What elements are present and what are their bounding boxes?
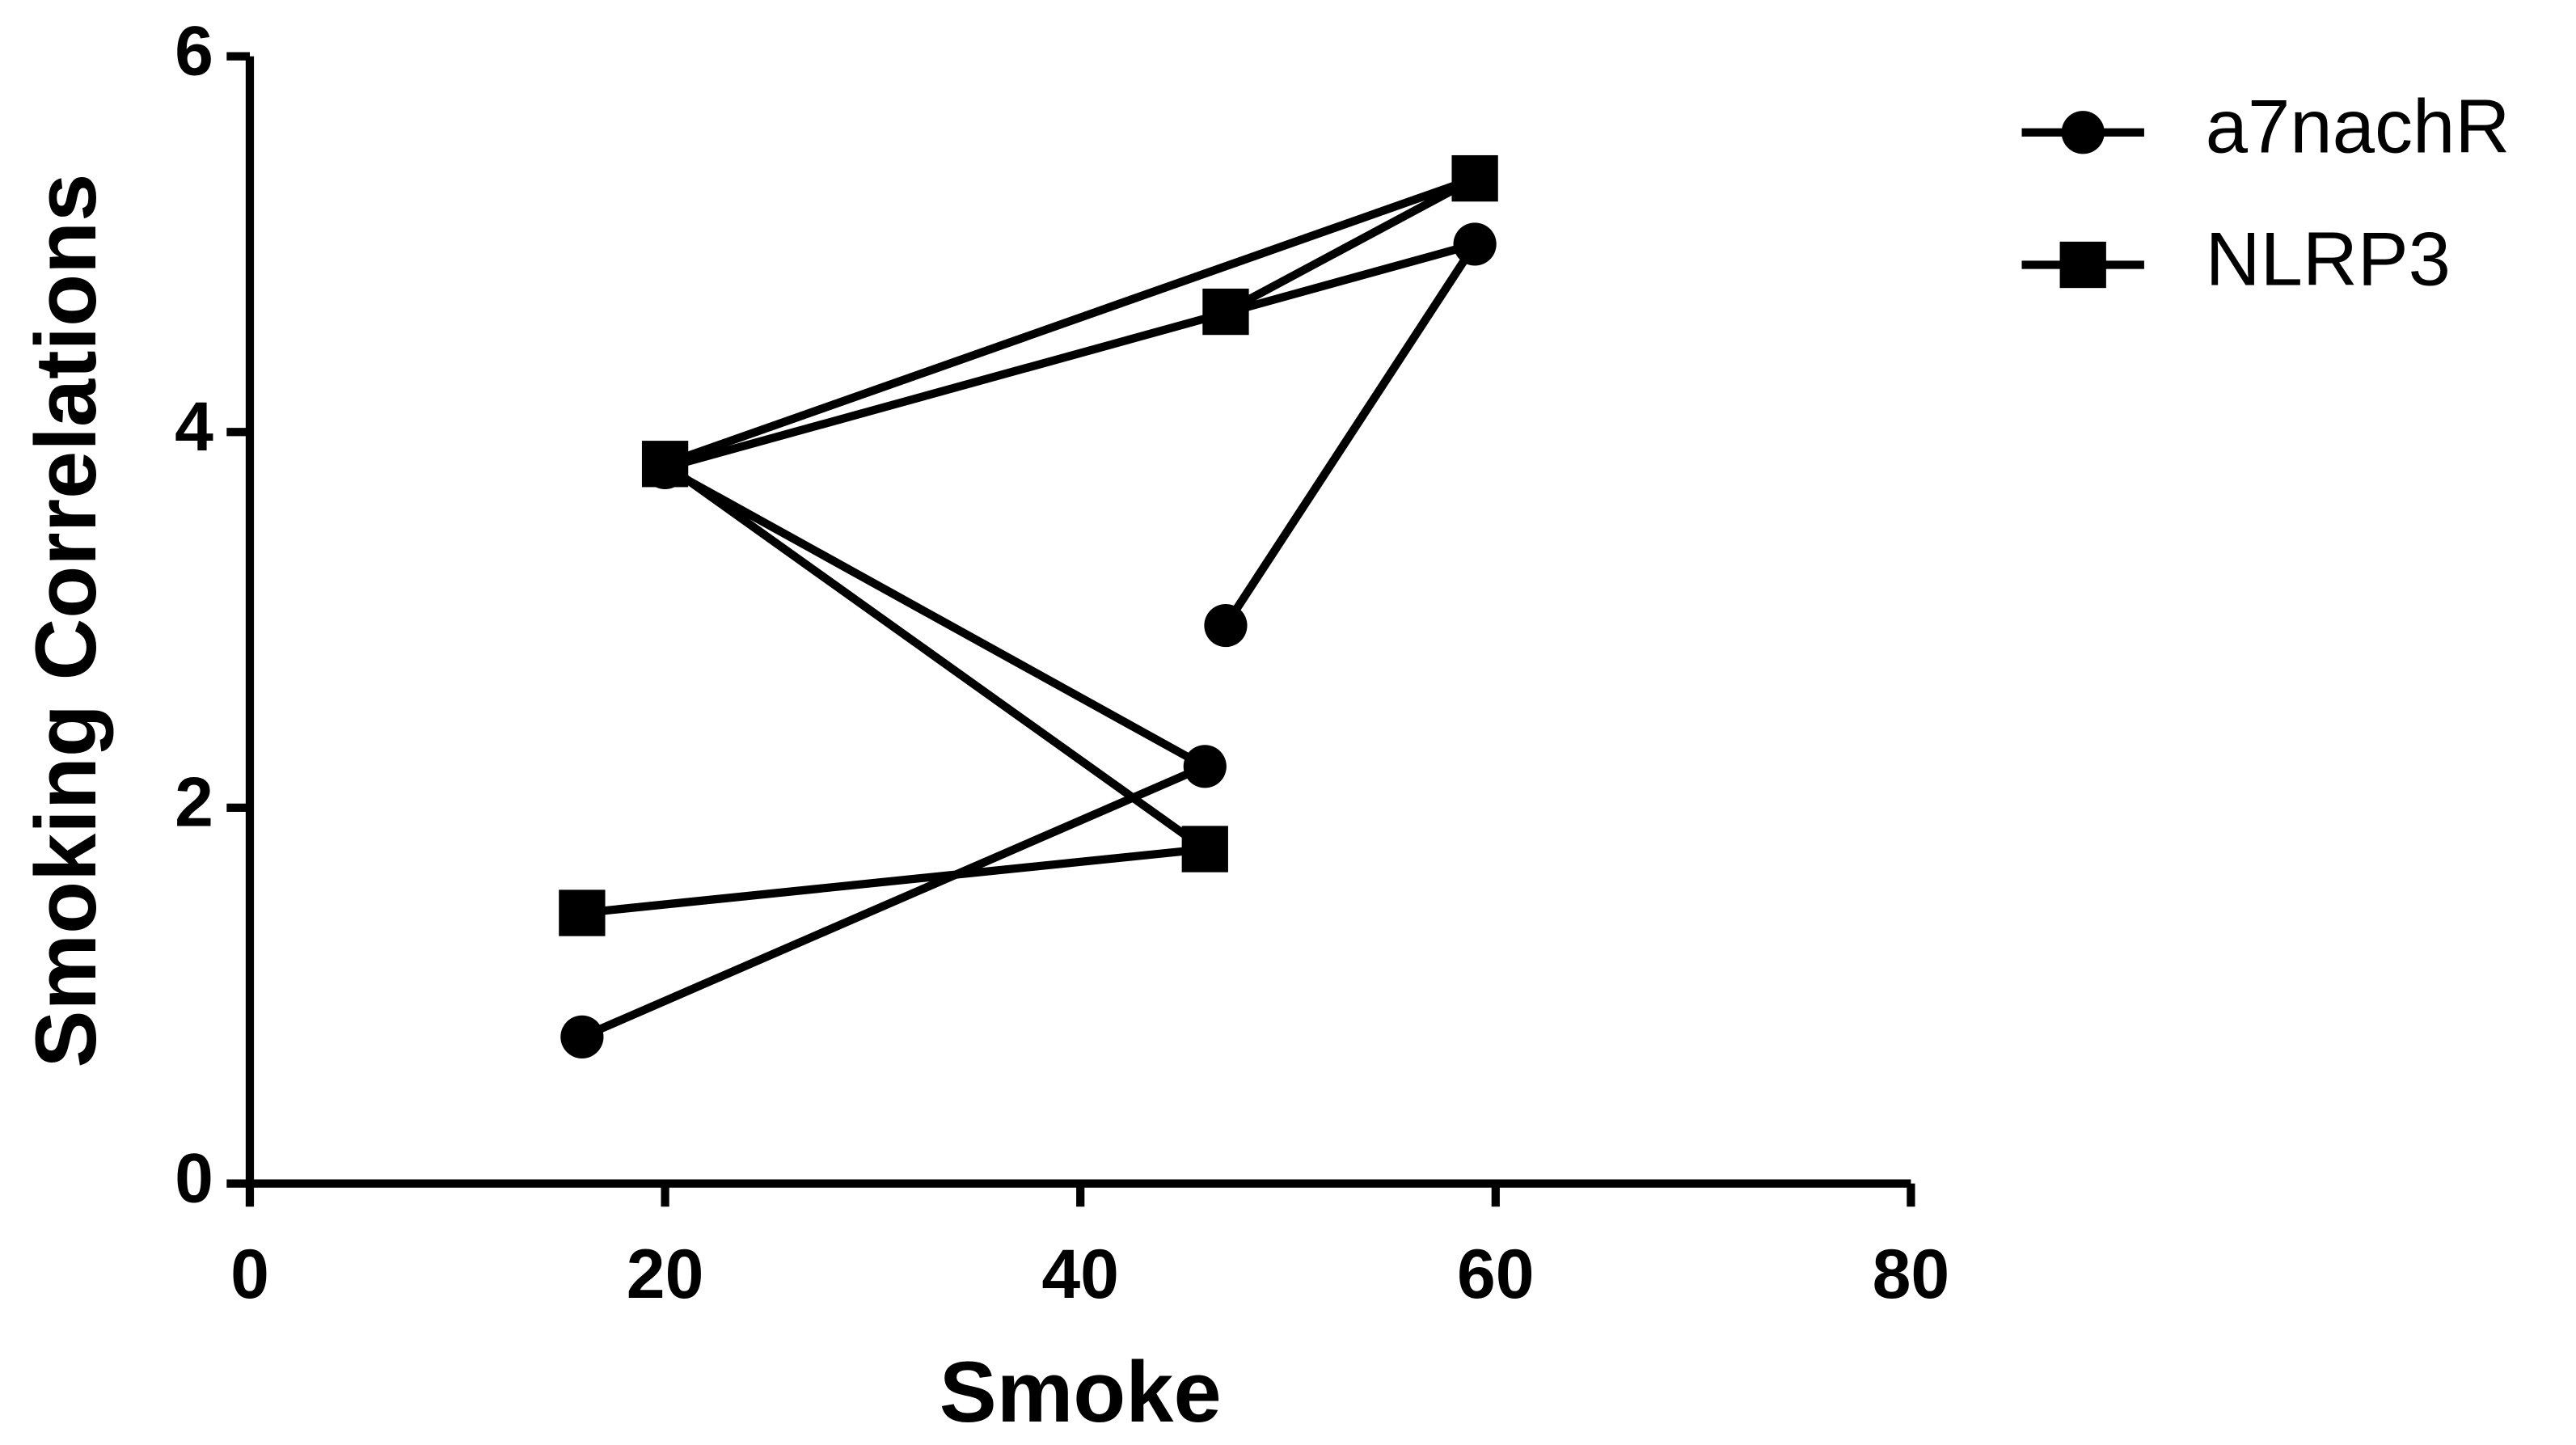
series-line	[580, 239, 1480, 1041]
x-tick-label: 60	[1457, 1236, 1535, 1313]
marker	[1204, 603, 1248, 648]
y-tick-label: 2	[175, 764, 213, 842]
x-tick-label: 0	[230, 1236, 269, 1313]
legend-label: a7nachR	[2206, 84, 2511, 169]
legend-label: NLRP3	[2206, 216, 2451, 301]
y-tick-label: 6	[175, 12, 213, 90]
x-tick-label: 80	[1873, 1236, 1950, 1313]
marker	[2059, 241, 2106, 289]
x-tick-label: 20	[627, 1236, 704, 1313]
marker	[559, 889, 606, 936]
marker	[641, 441, 689, 488]
marker	[2061, 111, 2105, 154]
marker	[1451, 154, 1498, 202]
marker	[1202, 288, 1249, 336]
series-line	[581, 174, 1480, 918]
y-axis-label: Smoking Correlations	[18, 174, 114, 1068]
x-tick-label: 40	[1041, 1236, 1119, 1313]
y-tick-label: 0	[175, 1139, 213, 1217]
y-tick-label: 4	[175, 388, 213, 466]
marker	[1183, 745, 1227, 788]
marker	[1453, 222, 1497, 266]
marker	[560, 1015, 604, 1058]
x-axis-label: Smoke	[940, 1344, 1222, 1440]
marker	[1181, 826, 1228, 872]
